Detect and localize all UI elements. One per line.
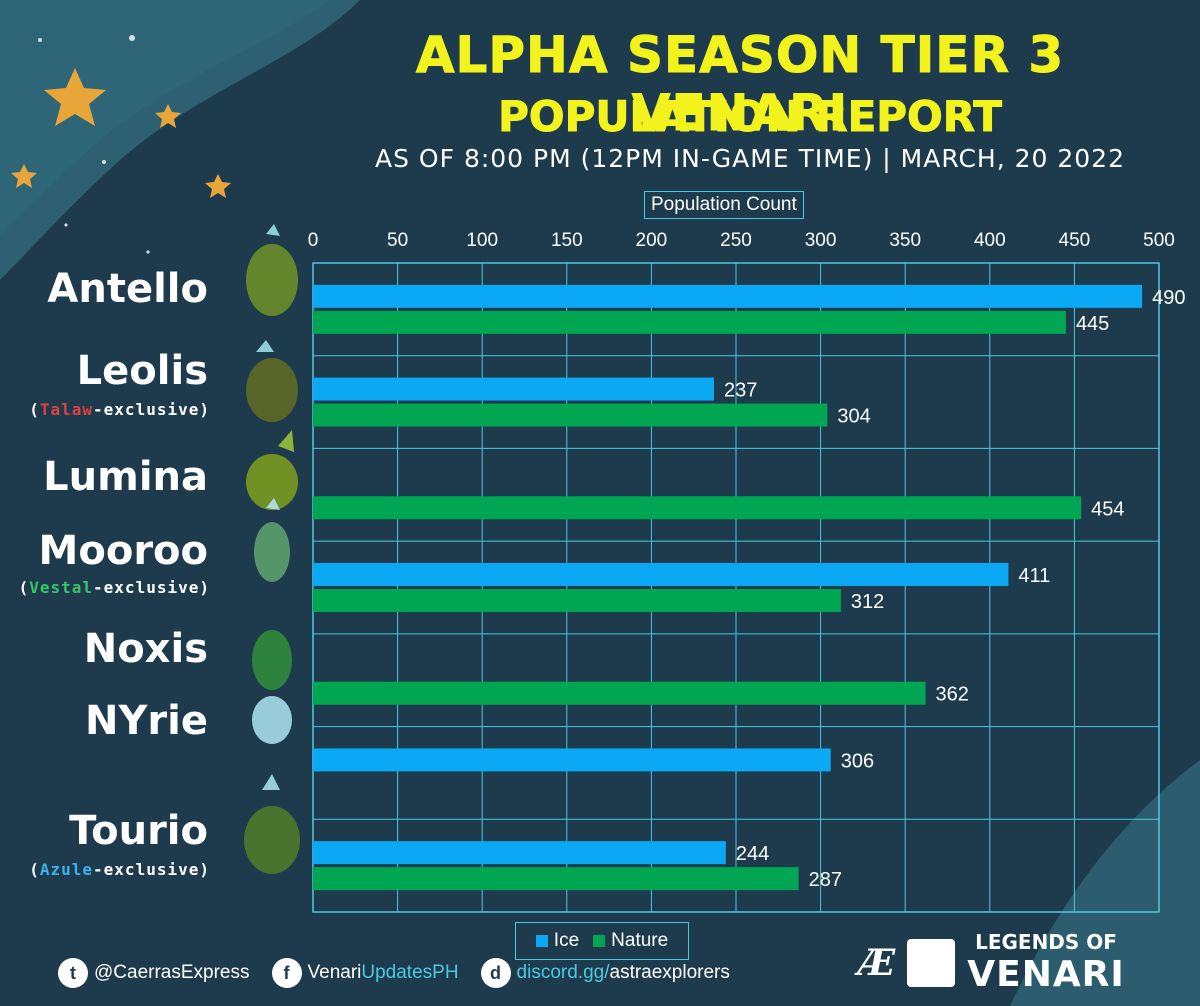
data-label: 237	[724, 380, 757, 402]
category-label-antello: Antello	[47, 266, 208, 312]
category-label-leolis: Leolis	[76, 348, 208, 394]
bar-nature-antello	[313, 310, 1066, 334]
twitter-link[interactable]: t @CaerrasExpress	[58, 958, 250, 988]
bar-nature-noxis	[313, 681, 926, 705]
x-tick-label: 250	[720, 230, 752, 251]
chart-title: ALPHA SEASON TIER 3 VENARI	[415, 26, 1065, 143]
x-tick-label: 100	[466, 230, 498, 251]
category-label-tourio: Tourio	[69, 808, 208, 854]
data-label: 362	[936, 684, 969, 706]
astra-explorers-logo: Æ	[858, 941, 896, 984]
data-label: 445	[1076, 313, 1109, 335]
bar-ice-mooroo	[313, 563, 1009, 586]
x-tick-label: 500	[1143, 230, 1175, 251]
bar-nature-leolis	[313, 403, 828, 427]
category-label-mooroo: Mooroo	[38, 528, 208, 574]
category-label-nyrie: NYrie	[84, 698, 208, 744]
facebook-link[interactable]: f VenariUpdatesPH	[271, 958, 459, 988]
bar-ice-leolis	[313, 377, 715, 401]
facebook-icon: f	[271, 958, 302, 988]
bar-nature-mooroo	[313, 589, 841, 612]
category-label-lumina: Lumina	[43, 454, 208, 500]
data-label: 312	[851, 591, 884, 613]
legends-of-venari-logo: LEGENDS OF VENARI	[967, 930, 1125, 995]
x-axis-title: Population Count	[644, 191, 804, 219]
data-label: 411	[1018, 565, 1050, 587]
x-tick-label: 200	[636, 230, 668, 251]
data-label: 287	[809, 869, 842, 891]
data-label: 306	[841, 750, 874, 772]
x-tick-label: 450	[1059, 230, 1091, 251]
x-tick-label: 300	[805, 230, 837, 251]
category-note-leolis: (Talaw-exclusive)	[29, 400, 210, 419]
venari-creature-illustrations	[244, 224, 300, 874]
data-label: 490	[1152, 287, 1185, 309]
twitter-icon: t	[58, 958, 88, 988]
data-label: 304	[837, 406, 870, 428]
chart-subtitle: POPULATION REPORT	[498, 92, 1003, 142]
bar-ice-nyrie	[313, 748, 831, 772]
bar-nature-tourio	[313, 867, 799, 891]
data-label: 454	[1091, 498, 1124, 520]
bar-nature-lumina	[313, 496, 1082, 520]
x-tick-label: 350	[889, 230, 921, 251]
data-label: 244	[736, 843, 769, 865]
category-label-noxis: Noxis	[83, 626, 208, 672]
discord-link[interactable]: d discord.gg/astraexplorers	[480, 958, 730, 988]
x-tick-label: 400	[974, 230, 1006, 251]
venari-mascot-logo	[907, 938, 956, 987]
social-footer: t @CaerrasExpress f VenariUpdatesPH d di…	[58, 958, 742, 988]
x-tick-label: 0	[308, 230, 319, 251]
bar-ice-antello	[313, 284, 1143, 308]
legend-item-nature: Nature	[593, 930, 668, 952]
as-of-timestamp: AS OF 8:00 PM (12PM IN-GAME TIME) | MARC…	[375, 144, 1125, 173]
x-tick-label: 50	[387, 230, 408, 251]
category-note-mooroo: (Vestal-exclusive)	[18, 578, 210, 597]
legend-item-ice: Ice	[535, 930, 579, 952]
category-note-tourio: (Azule-exclusive)	[29, 860, 210, 879]
brand-logos: Æ LEGENDS OF VENARI	[858, 930, 1125, 995]
discord-icon: d	[480, 958, 511, 988]
chart-legend: Ice Nature	[515, 922, 689, 960]
star-icon	[11, 68, 231, 198]
x-tick-label: 150	[551, 230, 583, 251]
bar-ice-tourio	[313, 841, 726, 865]
